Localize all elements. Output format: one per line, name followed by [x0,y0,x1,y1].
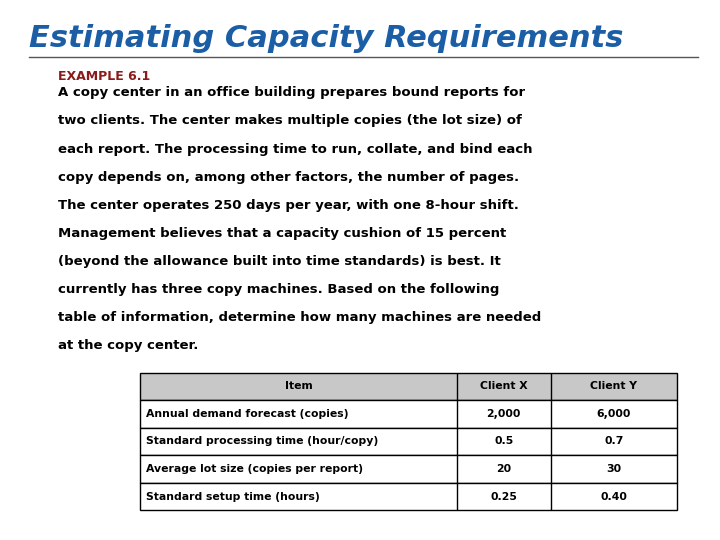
Text: Management believes that a capacity cushion of 15 percent: Management believes that a capacity cush… [58,227,506,240]
Text: The center operates 250 days per year, with one 8-hour shift.: The center operates 250 days per year, w… [58,199,518,212]
Text: 0.25: 0.25 [490,491,517,502]
Text: Estimating Capacity Requirements: Estimating Capacity Requirements [29,24,624,53]
Bar [140,400,677,428]
Text: Standard processing time (hour/copy): Standard processing time (hour/copy) [145,436,378,447]
Bar [140,428,677,455]
Text: 0.7: 0.7 [604,436,624,447]
Text: Client X: Client X [480,381,528,391]
Bar [140,373,677,400]
Text: each report. The processing time to run, collate, and bind each: each report. The processing time to run,… [58,143,532,156]
Text: (beyond the allowance built into time standards) is best. It: (beyond the allowance built into time st… [58,255,500,268]
Text: Average lot size (copies per report): Average lot size (copies per report) [145,464,363,474]
Bar [140,483,677,510]
Text: Standard setup time (hours): Standard setup time (hours) [145,491,320,502]
Text: Client Y: Client Y [590,381,637,391]
Text: 0.40: 0.40 [600,491,627,502]
Text: EXAMPLE 6.1: EXAMPLE 6.1 [58,70,150,83]
Text: 0.5: 0.5 [494,436,513,447]
Text: at the copy center.: at the copy center. [58,339,198,352]
Text: 30: 30 [606,464,621,474]
Bar [140,455,677,483]
Text: 6,000: 6,000 [597,409,631,419]
Text: table of information, determine how many machines are needed: table of information, determine how many… [58,311,541,324]
Text: Annual demand forecast (copies): Annual demand forecast (copies) [145,409,348,419]
Text: Item: Item [285,381,312,391]
Text: A copy center in an office building prepares bound reports for: A copy center in an office building prep… [58,86,525,99]
Text: currently has three copy machines. Based on the following: currently has three copy machines. Based… [58,283,499,296]
Text: two clients. The center makes multiple copies (the lot size) of: two clients. The center makes multiple c… [58,114,521,127]
Text: copy depends on, among other factors, the number of pages.: copy depends on, among other factors, th… [58,171,518,184]
Text: 20: 20 [496,464,511,474]
Text: 2,000: 2,000 [487,409,521,419]
